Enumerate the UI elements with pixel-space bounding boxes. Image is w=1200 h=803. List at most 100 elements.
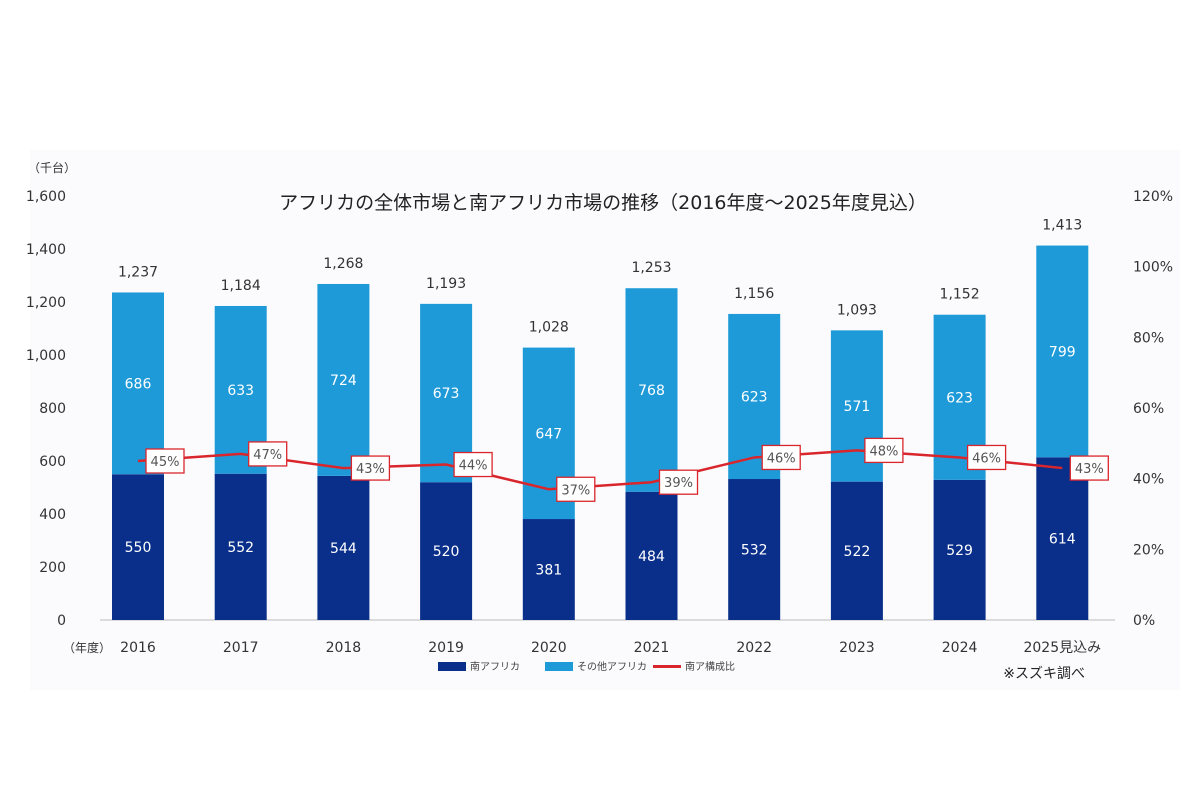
ratio-label: 45% — [151, 455, 180, 470]
data-label-south-africa: 614 — [1049, 532, 1076, 548]
y-tick-label: 1,600 — [26, 189, 66, 205]
legend-swatch — [545, 662, 573, 671]
y-tick-label: 0 — [57, 613, 66, 629]
ratio-label: 46% — [767, 451, 796, 466]
data-label-other-africa: 623 — [741, 389, 768, 405]
data-label-other-africa: 571 — [844, 399, 871, 415]
y-tick-label: 800 — [39, 401, 66, 417]
ratio-label-box — [864, 437, 904, 464]
y2-tick-label: 60% — [1133, 401, 1164, 417]
y2-axis: 0% 20% 40% 60% 80% 100% 120% — [1133, 189, 1173, 629]
legend-label: 南アフリカ — [470, 660, 520, 673]
data-label-other-africa: 673 — [433, 386, 460, 402]
x-tick-label: 2019 — [428, 640, 464, 656]
ratio-label: 39% — [664, 476, 693, 491]
source-note: ※スズキ調べ — [1003, 666, 1085, 682]
x-axis-unit-label: （年度） — [63, 640, 111, 655]
data-label-other-africa: 623 — [946, 390, 973, 406]
x-tick-label: 2024 — [942, 640, 978, 656]
ratio-line — [137, 449, 1063, 491]
ratio-label-box — [966, 444, 1007, 471]
bar-south-africa — [420, 482, 473, 620]
data-label-total: 1,253 — [631, 260, 671, 276]
data-label-south-africa: 532 — [741, 543, 768, 559]
y-tick-label: 1,000 — [26, 348, 66, 364]
data-label-south-africa: 484 — [638, 549, 665, 565]
ratio-line-series: 45% 47% 43% 44% 37% 39% 46% 48% 46% 43% — [137, 437, 1109, 502]
y2-tick-label: 20% — [1133, 542, 1164, 558]
bar-other-africa — [1036, 245, 1089, 458]
bar-other-africa — [112, 292, 164, 475]
data-label-total: 1,184 — [221, 278, 261, 294]
y-tick-label: 1,400 — [26, 242, 66, 258]
x-tick-label: 2022 — [736, 640, 772, 656]
legend-label: その他アフリカ — [577, 660, 647, 673]
x-tick-label: 2018 — [326, 640, 362, 656]
data-label-south-africa: 544 — [330, 541, 357, 557]
ratio-label-box — [453, 451, 493, 478]
data-label-total: 1,193 — [426, 276, 466, 292]
data-label-south-africa: 522 — [844, 544, 871, 560]
bar-south-africa — [522, 519, 575, 620]
bar-south-africa — [214, 473, 267, 620]
ratio-label: 43% — [1075, 462, 1104, 477]
data-label-south-africa: 520 — [433, 544, 460, 560]
ratio-label: 46% — [972, 451, 1001, 466]
y-tick-label: 200 — [39, 560, 66, 576]
data-label-other-africa: 724 — [330, 373, 357, 389]
y-tick-label: 600 — [39, 454, 66, 470]
ratio-label: 44% — [459, 459, 488, 474]
x-axis: 2016 2017 2018 2019 2020 2021 2022 2023 2024 2025… — [120, 640, 1101, 656]
ratio-label-box — [556, 476, 596, 502]
data-label-total: 1,268 — [323, 256, 363, 272]
data-label-total: 1,413 — [1042, 218, 1082, 234]
y-tick-label: 1,200 — [26, 295, 66, 311]
ratio-label-box — [145, 448, 185, 474]
x-tick-label: 2020 — [531, 640, 567, 656]
ratio-label-box — [658, 469, 699, 495]
data-label-south-africa: 550 — [125, 540, 152, 556]
ratio-label-box — [1069, 455, 1109, 481]
ratio-label: 37% — [561, 483, 590, 498]
y-tick-label: 400 — [39, 507, 66, 523]
y-axis-unit-label: （千台） — [28, 160, 76, 175]
ratio-label-box — [350, 455, 391, 481]
legend-swatch — [438, 662, 466, 671]
data-label-south-africa: 529 — [946, 543, 973, 559]
y2-tick-label: 80% — [1133, 330, 1164, 346]
data-label-total: 1,156 — [734, 286, 774, 302]
data-label-south-africa: 381 — [535, 563, 562, 579]
ratio-label-box — [248, 441, 288, 467]
bar-south-africa — [625, 491, 678, 620]
data-label-other-africa: 768 — [638, 383, 665, 399]
legend: 南アフリカ その他アフリカ 南ア構成比 — [438, 660, 735, 673]
bar-south-africa — [728, 479, 781, 620]
bar-other-africa — [625, 288, 678, 492]
data-label-other-africa: 686 — [125, 376, 152, 392]
y2-tick-label: 120% — [1133, 189, 1173, 205]
x-tick-label: 2023 — [839, 640, 875, 656]
data-label-other-africa: 647 — [535, 426, 562, 442]
data-label-total: 1,152 — [940, 287, 980, 303]
data-label-total: 1,093 — [837, 302, 877, 318]
data-label-total: 1,028 — [529, 320, 569, 336]
bar-south-africa — [1036, 457, 1089, 620]
data-label-total: 1,237 — [118, 264, 158, 280]
bar-south-africa — [112, 474, 164, 620]
y2-tick-label: 100% — [1133, 260, 1173, 276]
data-label-other-africa: 633 — [227, 383, 254, 399]
ratio-label-box — [761, 444, 801, 471]
data-label-south-africa: 552 — [227, 540, 254, 556]
x-tick-label: 2016 — [120, 640, 156, 656]
y2-tick-label: 0% — [1133, 613, 1155, 629]
chart-title: アフリカの全体市場と南アフリカ市場の推移（2016年度～2025年度見込） — [279, 192, 927, 214]
legend-label: 南ア構成比 — [685, 660, 735, 673]
ratio-label: 47% — [253, 448, 282, 463]
bar-south-africa — [830, 481, 883, 620]
data-label-other-africa: 799 — [1049, 344, 1076, 360]
bar-south-africa — [317, 475, 370, 620]
x-tick-label: 2021 — [634, 640, 670, 656]
x-tick-label: 2017 — [223, 640, 259, 656]
